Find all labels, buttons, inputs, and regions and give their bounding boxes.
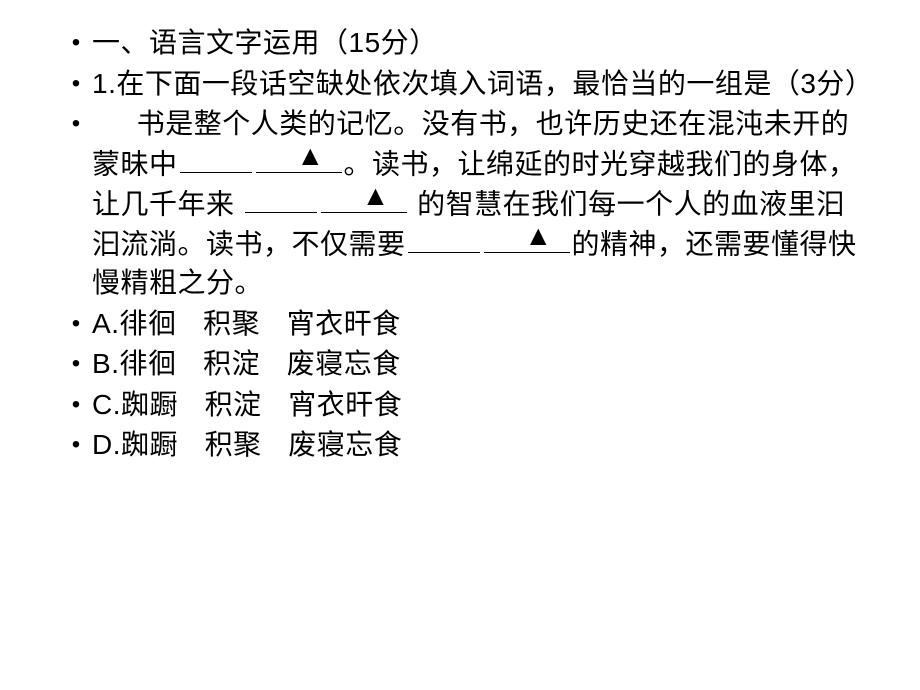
option-word-1: 踟蹰	[121, 429, 178, 460]
bullet-icon: •	[60, 345, 92, 383]
bullet-icon: •	[60, 386, 92, 424]
blank-2: ▲	[243, 188, 409, 219]
question-passage-item: • 书是整个人类的记忆。没有书，也许历史还在混沌未开的蒙昧中▲。读书，让绵延的时…	[60, 105, 860, 302]
bullet-icon: •	[60, 65, 92, 103]
bullet-icon: •	[60, 24, 92, 62]
option-word-3: 废寝忘食	[287, 348, 401, 379]
option-key: D	[92, 429, 113, 460]
question-stem: 1.在下面一段话空缺处依次填入词语，最恰当的一组是（3分）	[92, 65, 860, 104]
option-word-3: 宵衣旰食	[287, 308, 401, 339]
option-word-2: 积淀	[205, 389, 262, 420]
option-word-3: 废寝忘食	[288, 429, 402, 460]
bullet-icon: •	[60, 426, 92, 464]
option-key: A	[92, 308, 111, 339]
option-word-2: 积淀	[203, 348, 260, 379]
option-word-3: 宵衣旰食	[288, 389, 402, 420]
option-word-1: 踟蹰	[121, 389, 178, 420]
option-b-item: • B.徘徊积淀废寝忘食	[60, 345, 860, 384]
option-word-2: 积聚	[203, 308, 260, 339]
option-word-1: 徘徊	[119, 348, 176, 379]
slide-list: • 一、语言文字运用（15分） • 1.在下面一段话空缺处依次填入词语，最恰当的…	[60, 24, 860, 465]
option-word-2: 积聚	[205, 429, 262, 460]
question-stem-item: • 1.在下面一段话空缺处依次填入词语，最恰当的一组是（3分）	[60, 65, 860, 104]
bullet-icon: •	[60, 305, 92, 343]
blank-3: ▲	[406, 228, 572, 259]
option-key: B	[92, 348, 111, 379]
option-b: B.徘徊积淀废寝忘食	[92, 345, 860, 384]
option-c-item: • C.踟蹰积淀宵衣旰食	[60, 386, 860, 425]
blank-1: ▲	[178, 148, 344, 179]
section-heading: 一、语言文字运用（15分）	[92, 24, 860, 63]
option-a-item: • A.徘徊积聚宵衣旰食	[60, 305, 860, 344]
option-word-1: 徘徊	[119, 308, 176, 339]
option-d: D.踟蹰积聚废寝忘食	[92, 426, 860, 465]
question-passage: 书是整个人类的记忆。没有书，也许历史还在混沌未开的蒙昧中▲。读书，让绵延的时光穿…	[92, 105, 860, 302]
option-a: A.徘徊积聚宵衣旰食	[92, 305, 860, 344]
section-heading-item: • 一、语言文字运用（15分）	[60, 24, 860, 63]
bullet-icon: •	[60, 105, 92, 143]
option-d-item: • D.踟蹰积聚废寝忘食	[60, 426, 860, 465]
option-c: C.踟蹰积淀宵衣旰食	[92, 386, 860, 425]
option-key: C	[92, 389, 113, 420]
